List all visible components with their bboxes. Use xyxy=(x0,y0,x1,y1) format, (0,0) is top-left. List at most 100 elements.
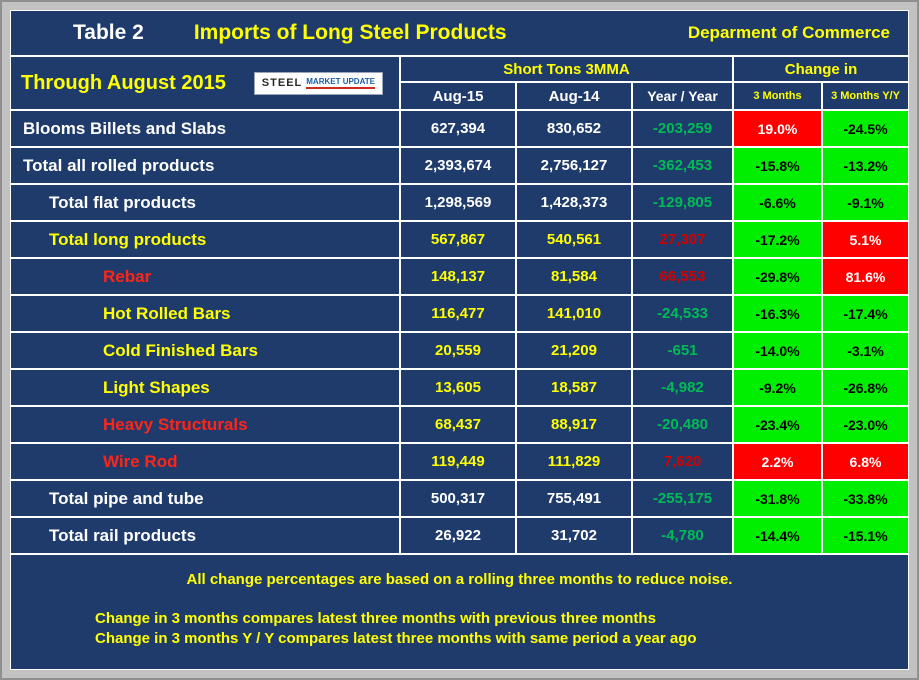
yoy-value: -4,780 xyxy=(633,518,734,553)
col-header-3-months-yy: 3 Months Y/Y xyxy=(823,83,908,111)
change-3m-yy-cell: -23.0% xyxy=(823,407,908,442)
row-label: Total pipe and tube xyxy=(11,481,401,516)
change-3m-yy-cell: -26.8% xyxy=(823,370,908,405)
table-row: Total long products 567,867 540,561 27,3… xyxy=(11,222,908,259)
aug15-value: 116,477 xyxy=(401,296,517,331)
change-3m-yy-cell: -3.1% xyxy=(823,333,908,368)
aug14-value: 2,756,127 xyxy=(517,148,633,183)
aug14-value: 1,428,373 xyxy=(517,185,633,220)
yoy-value: -24,533 xyxy=(633,296,734,331)
group-header-short-tons: Short Tons 3MMA xyxy=(401,57,734,83)
change-3m-cell: 19.0% xyxy=(734,111,823,146)
footer-note-rolling: All change percentages are based on a ro… xyxy=(186,571,733,588)
page-title: Imports of Long Steel Products xyxy=(193,21,507,44)
table-body: Blooms Billets and Slabs 627,394 830,652… xyxy=(11,111,908,555)
steel-market-update-logo: STEEL MARKET UPDATE xyxy=(253,71,383,95)
change-3m-cell: -17.2% xyxy=(734,222,823,257)
aug14-value: 830,652 xyxy=(517,111,633,146)
row-label: Hot Rolled Bars xyxy=(11,296,401,331)
table-row: Heavy Structurals 68,437 88,917 -20,480 … xyxy=(11,407,908,444)
row-label: Total rail products xyxy=(11,518,401,553)
change-3m-cell: -31.8% xyxy=(734,481,823,516)
change-3m-yy-cell: -17.4% xyxy=(823,296,908,331)
table-row: Light Shapes 13,605 18,587 -4,982 -9.2% … xyxy=(11,370,908,407)
change-3m-cell: -23.4% xyxy=(734,407,823,442)
row-label: Light Shapes xyxy=(11,370,401,405)
table-row: Cold Finished Bars 20,559 21,209 -651 -1… xyxy=(11,333,908,370)
change-3m-yy-cell: 81.6% xyxy=(823,259,908,294)
footer-note-3-months-yy: Change in 3 months Y / Y compares latest… xyxy=(95,630,697,647)
aug14-value: 81,584 xyxy=(517,259,633,294)
aug14-value: 141,010 xyxy=(517,296,633,331)
table-row: Hot Rolled Bars 116,477 141,010 -24,533 … xyxy=(11,296,908,333)
yoy-value: -4,982 xyxy=(633,370,734,405)
yoy-value: -651 xyxy=(633,333,734,368)
aug14-value: 540,561 xyxy=(517,222,633,257)
table-row: Blooms Billets and Slabs 627,394 830,652… xyxy=(11,111,908,148)
logo-steel-text: STEEL xyxy=(261,77,303,89)
aug14-value: 111,829 xyxy=(517,444,633,479)
aug15-value: 119,449 xyxy=(401,444,517,479)
col-header-3-months: 3 Months xyxy=(734,83,823,111)
row-label: Wire Rod xyxy=(11,444,401,479)
change-3m-cell: -14.0% xyxy=(734,333,823,368)
change-3m-cell: -9.2% xyxy=(734,370,823,405)
yoy-value: 7,620 xyxy=(633,444,734,479)
aug15-value: 26,922 xyxy=(401,518,517,553)
table-row: Wire Rod 119,449 111,829 7,620 2.2% 6.8% xyxy=(11,444,908,481)
row-label: Total flat products xyxy=(11,185,401,220)
imports-table: Table 2 Imports of Long Steel Products D… xyxy=(10,10,909,670)
change-3m-cell: -15.8% xyxy=(734,148,823,183)
change-3m-yy-cell: 5.1% xyxy=(823,222,908,257)
row-label: Total long products xyxy=(11,222,401,257)
change-3m-yy-cell: -24.5% xyxy=(823,111,908,146)
table-row: Total flat products 1,298,569 1,428,373 … xyxy=(11,185,908,222)
change-3m-yy-cell: -33.8% xyxy=(823,481,908,516)
yoy-value: 27,307 xyxy=(633,222,734,257)
change-3m-cell: -29.8% xyxy=(734,259,823,294)
yoy-value: -362,453 xyxy=(633,148,734,183)
row-label: Rebar xyxy=(11,259,401,294)
change-3m-yy-cell: -13.2% xyxy=(823,148,908,183)
change-3m-cell: -6.6% xyxy=(734,185,823,220)
aug15-value: 20,559 xyxy=(401,333,517,368)
yoy-value: -255,175 xyxy=(633,481,734,516)
source-label: Deparment of Commerce xyxy=(687,23,890,42)
table-header: Through August 2015 STEEL MARKET UPDATE … xyxy=(11,57,908,111)
col-header-aug14: Aug-14 xyxy=(517,83,633,111)
aug15-value: 627,394 xyxy=(401,111,517,146)
yoy-value: 66,553 xyxy=(633,259,734,294)
table-row: Rebar 148,137 81,584 66,553 -29.8% 81.6% xyxy=(11,259,908,296)
table-row: Total rail products 26,922 31,702 -4,780… xyxy=(11,518,908,555)
change-3m-yy-cell: -15.1% xyxy=(823,518,908,553)
row-label: Cold Finished Bars xyxy=(11,333,401,368)
aug15-value: 148,137 xyxy=(401,259,517,294)
col-header-aug15: Aug-15 xyxy=(401,83,517,111)
yoy-value: -20,480 xyxy=(633,407,734,442)
aug14-value: 21,209 xyxy=(517,333,633,368)
change-3m-cell: 2.2% xyxy=(734,444,823,479)
aug14-value: 31,702 xyxy=(517,518,633,553)
aug14-value: 755,491 xyxy=(517,481,633,516)
col-header-year-year: Year / Year xyxy=(633,83,734,111)
table-row: Total pipe and tube 500,317 755,491 -255… xyxy=(11,481,908,518)
table-number-label: Table 2 xyxy=(73,21,144,44)
logo-market-update-text: MARKET UPDATE xyxy=(306,77,375,89)
change-3m-cell: -14.4% xyxy=(734,518,823,553)
aug15-value: 1,298,569 xyxy=(401,185,517,220)
change-3m-yy-cell: -9.1% xyxy=(823,185,908,220)
aug14-value: 18,587 xyxy=(517,370,633,405)
change-3m-yy-cell: 6.8% xyxy=(823,444,908,479)
title-bar: Table 2 Imports of Long Steel Products D… xyxy=(11,11,908,57)
period-label: Through August 2015 xyxy=(21,71,226,94)
yoy-value: -203,259 xyxy=(633,111,734,146)
aug15-value: 2,393,674 xyxy=(401,148,517,183)
aug15-value: 13,605 xyxy=(401,370,517,405)
group-header-change-in: Change in xyxy=(734,57,908,83)
row-label: Heavy Structurals xyxy=(11,407,401,442)
footer-notes: All change percentages are based on a ro… xyxy=(11,555,908,669)
period-cell: Through August 2015 STEEL MARKET UPDATE xyxy=(11,57,401,111)
footer-note-3-months: Change in 3 months compares latest three… xyxy=(95,610,656,627)
yoy-value: -129,805 xyxy=(633,185,734,220)
